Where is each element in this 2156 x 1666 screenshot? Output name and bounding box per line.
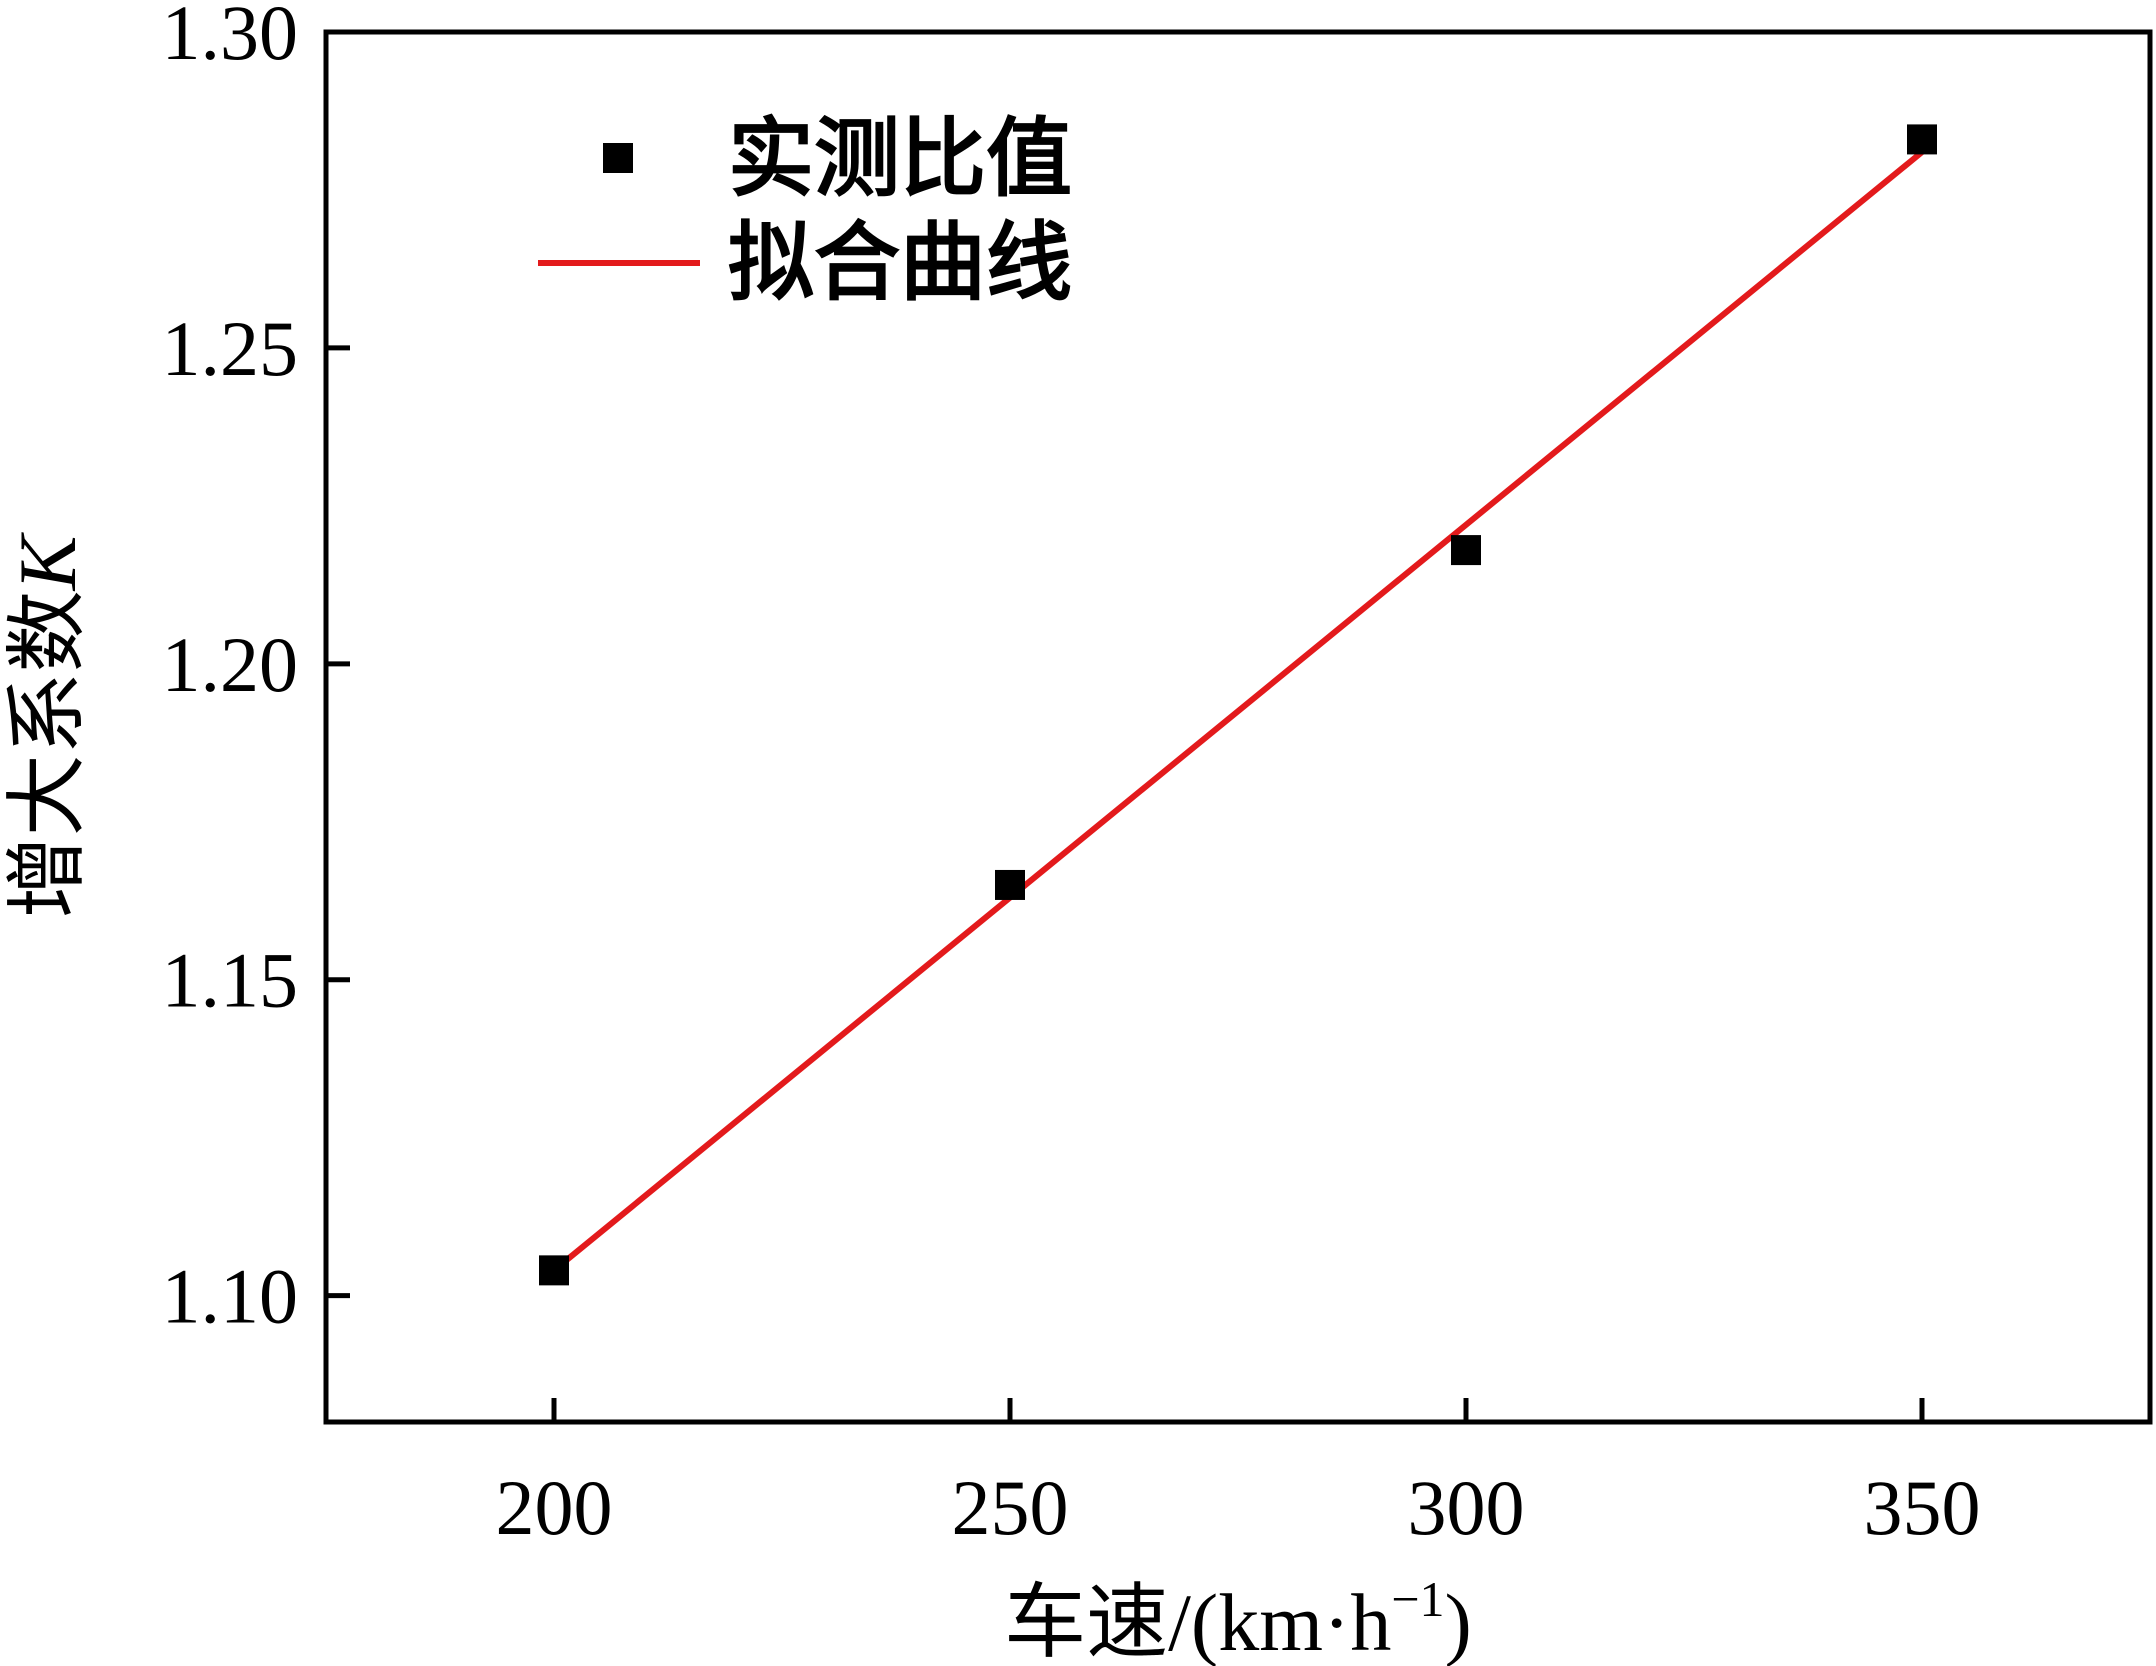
axis-ticks: 200 250 300 350 1.10 1.15 1.20 1.25 1.30 xyxy=(162,0,1981,1551)
x-tick-label: 300 xyxy=(1408,1464,1525,1551)
x-tick-label: 200 xyxy=(496,1464,613,1551)
x-tick-label: 250 xyxy=(952,1464,1069,1551)
x-axis-label: 车速/(km·h−1) xyxy=(1004,1571,1472,1666)
data-point xyxy=(539,1255,569,1286)
legend: 实测比值 拟合曲线 xyxy=(538,109,1072,313)
plot-frame xyxy=(323,29,2153,1425)
y-tick-label: 1.20 xyxy=(162,621,299,708)
legend-label-measured: 实测比值 xyxy=(728,109,1072,209)
legend-label-fit: 拟合曲线 xyxy=(728,213,1072,313)
data-point xyxy=(1907,124,1937,155)
fit-line xyxy=(552,149,1924,1273)
legend-marker-square xyxy=(603,143,633,173)
series-layer xyxy=(539,124,1937,1286)
y-tick-label: 1.15 xyxy=(162,937,299,1024)
y-tick-label: 1.30 xyxy=(162,0,299,76)
y-axis-label: 增大系数K xyxy=(2,531,93,918)
data-point xyxy=(995,869,1025,900)
x-tick-label: 350 xyxy=(1864,1464,1981,1551)
y-tick-label: 1.10 xyxy=(162,1253,299,1340)
y-tick-label: 1.25 xyxy=(162,305,299,392)
data-point xyxy=(1451,535,1481,566)
